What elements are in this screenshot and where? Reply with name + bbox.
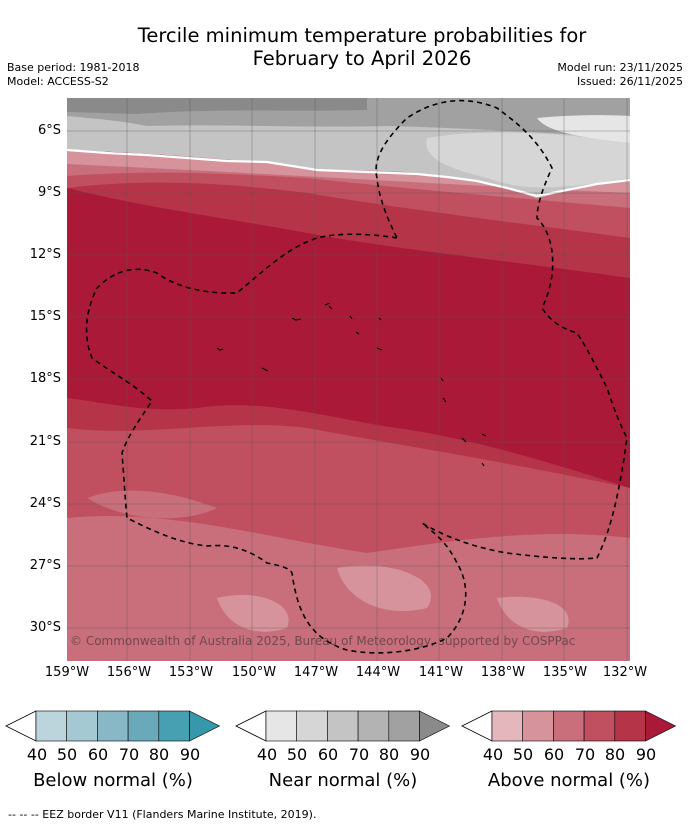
legend-caption: Above normal (%) <box>487 770 651 791</box>
legend-above-normal-colorbar <box>461 710 677 742</box>
legend-swatch <box>158 710 190 742</box>
legend-tick: 50 <box>56 745 78 764</box>
x-tick: 159°W <box>44 665 90 680</box>
legend-above-normal: 40 50 60 70 80 90 Above normal (%) <box>461 708 677 791</box>
above-normal-50-patch-3 <box>497 596 569 632</box>
x-tick: 132°W <box>602 665 648 680</box>
legend-caption: Near normal (%) <box>268 770 418 791</box>
above-normal-70-north <box>67 153 630 238</box>
legend-end-triangle <box>419 710 451 742</box>
legend-tick: 60 <box>543 745 565 764</box>
legend-tick: 90 <box>635 745 657 764</box>
legend-swatch <box>583 710 616 742</box>
legend-caption: Below normal (%) <box>33 770 193 791</box>
above-normal-60-patch-west <box>87 490 217 519</box>
legend-tick: 60 <box>317 745 339 764</box>
y-tick: 30°S <box>29 620 61 635</box>
title-line-2: February to April 2026 <box>252 47 472 70</box>
legend-tick: 40 <box>256 745 278 764</box>
near-normal-40-patch <box>537 115 630 143</box>
legend-swatch <box>491 710 524 742</box>
y-tick: 6°S <box>37 123 61 138</box>
y-tick: 9°S <box>37 185 61 200</box>
legend-near-normal: 40 50 60 70 80 90 Near normal (%) <box>235 708 451 791</box>
legend-swatch <box>614 710 646 742</box>
x-tick: 156°W <box>106 665 152 680</box>
map-title: Tercile minimum temperature probabilitie… <box>30 24 690 70</box>
legend-end-triangle <box>189 710 221 742</box>
model-run-label: Model run: 23/11/2025 <box>557 61 683 74</box>
islands <box>216 302 487 467</box>
legend-tick: 80 <box>148 745 170 764</box>
legend-swatch <box>388 710 420 742</box>
y-tick: 27°S <box>29 558 61 573</box>
x-tick: 141°W <box>418 665 464 680</box>
above-normal-50-patch-2 <box>337 565 431 612</box>
legend-tick: 90 <box>409 745 431 764</box>
base-period-label: Base period: 1981-2018 <box>7 61 140 74</box>
legend-near-normal-colorbar <box>235 710 451 742</box>
legend-below-normal-colorbar <box>5 710 221 742</box>
near-normal-50-patch <box>426 132 630 188</box>
legend-tick: 80 <box>378 745 400 764</box>
legend-swatch <box>327 710 359 742</box>
legend-swatch <box>522 710 554 742</box>
title-line-1: Tercile minimum temperature probabilitie… <box>137 24 587 47</box>
above-normal-50-patch-1 <box>217 594 289 632</box>
legend-below-normal: 40 50 60 70 80 90 Below normal (%) <box>5 708 221 791</box>
x-tick: 153°W <box>168 665 214 680</box>
footer-note: -- -- -- EEZ border V11 (Flanders Marine… <box>8 808 317 821</box>
x-tick: 144°W <box>355 665 401 680</box>
x-tick: 138°W <box>480 665 526 680</box>
legend-tick: 40 <box>482 745 504 764</box>
legend-swatch <box>553 710 585 742</box>
legend-tick: 50 <box>286 745 308 764</box>
probability-map <box>67 98 630 661</box>
graticule <box>67 98 630 661</box>
legend-tick: 40 <box>26 745 48 764</box>
meta-left: Base period: 1981-2018 Model: ACCESS-S2 <box>7 61 139 89</box>
model-label: Model: ACCESS-S2 <box>7 75 109 88</box>
legend-swatch <box>97 710 129 742</box>
legend-tick: 80 <box>604 745 626 764</box>
y-tick: 21°S <box>29 434 61 449</box>
y-tick: 18°S <box>29 371 61 386</box>
meta-right: Model run: 23/11/2025 Issued: 26/11/2025 <box>557 61 683 89</box>
y-tick: 15°S <box>29 309 61 324</box>
legend-tick: 70 <box>574 745 596 764</box>
legend-tick: 70 <box>348 745 370 764</box>
near-normal-90-region <box>67 98 367 114</box>
legend-swatch <box>265 710 298 742</box>
legend-tick: 60 <box>87 745 109 764</box>
legend-tick: 70 <box>118 745 140 764</box>
legend-swatch <box>35 710 68 742</box>
legend-swatch <box>357 710 390 742</box>
legend-swatch <box>127 710 160 742</box>
legend-tick: 90 <box>179 745 201 764</box>
eez-border <box>85 99 628 654</box>
map-svg <box>67 98 630 661</box>
above-normal-90-region <box>67 188 630 488</box>
legend-swatch <box>296 710 328 742</box>
legend-end-triangle <box>645 710 677 742</box>
x-tick: 135°W <box>542 665 588 680</box>
legend-swatch <box>66 710 98 742</box>
issued-label: Issued: 26/11/2025 <box>576 75 683 88</box>
y-tick: 24°S <box>29 496 61 511</box>
above-normal-90-west <box>67 198 197 328</box>
x-tick: 150°W <box>231 665 277 680</box>
x-tick: 147°W <box>293 665 339 680</box>
legend-tick: 50 <box>512 745 534 764</box>
y-tick: 12°S <box>29 247 61 262</box>
copyright-note: © Commonwealth of Australia 2025, Bureau… <box>70 634 576 648</box>
